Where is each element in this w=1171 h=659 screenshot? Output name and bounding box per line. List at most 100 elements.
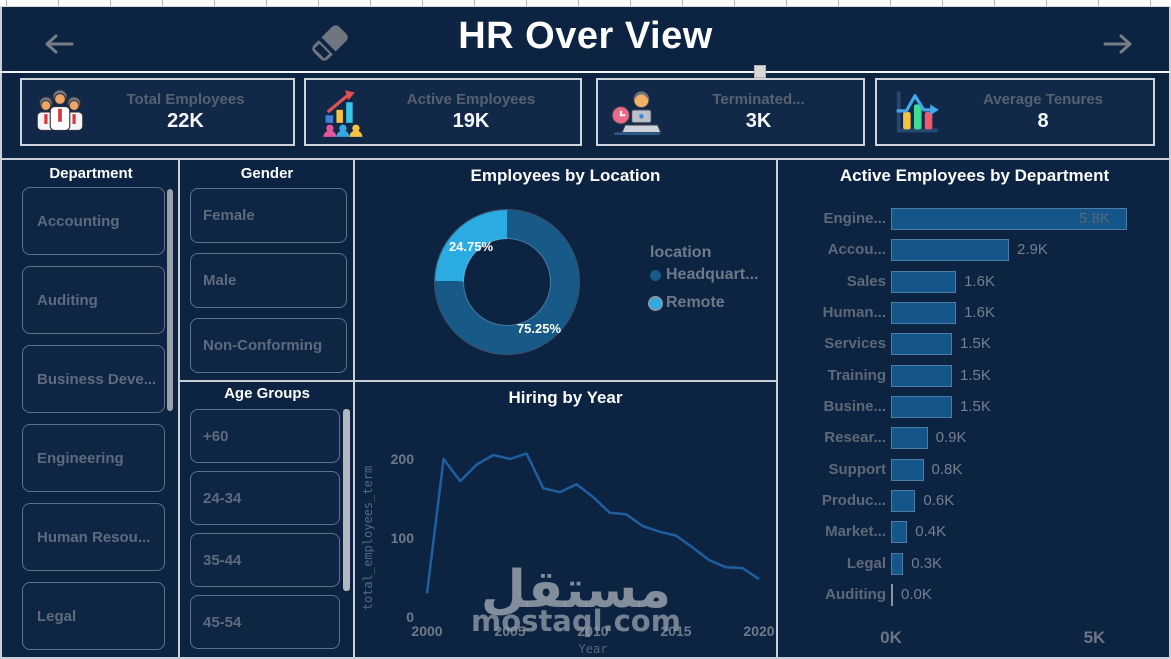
slicer-item-accounting[interactable]: Accounting (22, 187, 165, 255)
slicer-item-business-deve[interactable]: Business Deve... (22, 345, 165, 413)
bar-value-label: 1.5K (960, 366, 991, 384)
bar (891, 458, 924, 481)
bar (891, 239, 1009, 262)
bar-category-label: Engine... (823, 210, 886, 227)
legend-label: Headquart... (666, 266, 759, 283)
resize-handle[interactable] (754, 65, 766, 78)
slicer-item-legal[interactable]: Legal (22, 582, 165, 650)
bar-row-auditing[interactable]: Auditing 0.0K (778, 580, 1171, 610)
hr-dashboard: HR Over View Total Employees 22K Active E… (0, 7, 1171, 659)
age-groups-slicer: +60 24-34 35-44 45-54 (190, 409, 340, 649)
eraser-icon[interactable] (306, 19, 354, 72)
bar-category-label: Legal (846, 554, 886, 572)
bar (891, 583, 893, 606)
bar-row-training[interactable]: Training 1.5K (778, 361, 1171, 391)
bar-row-human[interactable]: Human... 1.6K (778, 298, 1171, 328)
bar-row-busine[interactable]: Busine... 1.5K (778, 392, 1171, 422)
slicer-item-engineering[interactable]: Engineering (22, 424, 165, 492)
svg-text:2010: 2010 (577, 623, 608, 639)
line-chart-title: Hiring by Year (508, 388, 623, 407)
bar-row-legal[interactable]: Legal 0.3K (778, 549, 1171, 579)
bar-category-label: Sales (846, 272, 886, 290)
bar-category-label: Accou... (827, 241, 886, 259)
slicer-item-male[interactable]: Male (190, 253, 347, 308)
slicer-item-human-resou[interactable]: Human Resou... (22, 503, 165, 571)
kpi-card-terminated[interactable]: Terminated... 3K (596, 78, 865, 146)
slicer-item-+60[interactable]: +60 (190, 409, 340, 463)
kpi-label: Total Employees (126, 91, 245, 108)
bar-row-produc[interactable]: Produc... 0.6K (778, 486, 1171, 516)
bar-value-label: 0.4K (915, 523, 947, 541)
back-arrow-icon[interactable] (40, 31, 76, 62)
hiring-by-year-chart[interactable]: 0 100 200 2000 2005 2010 2015 2020 total_employe… (354, 380, 777, 657)
grid-line (776, 158, 778, 657)
bar (891, 427, 928, 450)
bar-category-label: Resear... (824, 429, 886, 447)
terminated-icon (610, 86, 662, 138)
bar (891, 521, 908, 544)
svg-text:2015: 2015 (660, 623, 691, 639)
legend-dot-icon (650, 269, 661, 281)
kpi-card-total-employees[interactable]: Total Employees 22K (20, 78, 295, 146)
bar-row-sales[interactable]: Sales 1.6K (778, 267, 1171, 297)
bar (891, 301, 957, 324)
bar-value-label: 1.5K (960, 397, 991, 415)
bar-row-engine[interactable]: Engine... 5.8K (778, 204, 1171, 234)
legend-item-headquart[interactable]: Headquart... (650, 266, 758, 284)
bar-category-label: Market... (825, 523, 886, 541)
kpi-value: 3K (745, 110, 772, 132)
bar-row-resear[interactable]: Resear... 0.9K (778, 423, 1171, 453)
legend-item-remote[interactable]: Remote (650, 294, 725, 312)
y-axis-title: total_employees_term (361, 466, 375, 611)
kpi-card-active-employees[interactable]: Active Employees 19K (304, 78, 582, 146)
grid-line (178, 158, 180, 657)
team-icon (34, 86, 86, 138)
bar-value-label: 2.9K (1017, 241, 1048, 259)
bar-value-label: 1.6K (964, 272, 995, 290)
page-title: HR Over View (458, 15, 713, 57)
svg-text:200: 200 (391, 451, 415, 467)
forward-arrow-icon[interactable] (1101, 31, 1137, 62)
bar-row-support[interactable]: Support 0.8K (778, 455, 1171, 485)
bar (891, 489, 916, 512)
growth-icon (318, 86, 370, 138)
donut-chart-title: Employees by Location (470, 166, 661, 185)
slicer-item-female[interactable]: Female (190, 188, 347, 243)
slicer-item-auditing[interactable]: Auditing (22, 266, 165, 334)
bar-value-label: 5.8K (1079, 210, 1110, 227)
department-scrollbar[interactable] (167, 189, 173, 411)
kpi-card-average-tenures[interactable]: Average Tenures 8 (875, 78, 1155, 146)
x-axis-title: Year (579, 642, 608, 656)
kpi-label: Active Employees (406, 91, 536, 108)
bar (891, 395, 953, 418)
bar-category-label: Human... (822, 303, 886, 321)
gender-slicer: Female Male Non-Conforming (190, 188, 347, 373)
tenure-icon (889, 86, 941, 138)
bar (891, 333, 953, 356)
bar-row-services[interactable]: Services 1.5K (778, 329, 1171, 359)
department-slicer-title: Department (49, 165, 133, 182)
donut-label-headquarters: 75.25% (516, 321, 562, 336)
slicer-item-45-54[interactable]: 45-54 (190, 595, 340, 649)
slicer-item-35-44[interactable]: 35-44 (190, 533, 340, 587)
bar-value-label: 0.0K (901, 585, 932, 603)
bar-category-label: Training (827, 366, 886, 384)
slicer-item-non-conforming[interactable]: Non-Conforming (190, 318, 347, 373)
age-groups-scrollbar[interactable] (343, 409, 350, 591)
bar-row-market[interactable]: Market... 0.4K (778, 517, 1171, 547)
hiring-line-series (425, 452, 760, 594)
kpi-value: 8 (1037, 110, 1049, 132)
bar-category-label: Services (824, 335, 886, 353)
bar-row-accou[interactable]: Accou... 2.9K (778, 235, 1171, 265)
kpi-label: Average Tenures (982, 91, 1104, 108)
grid-line (0, 158, 1171, 160)
svg-text:2020: 2020 (743, 623, 774, 639)
bar (891, 208, 1127, 230)
gender-slicer-title: Gender (240, 165, 294, 182)
slicer-item-24-34[interactable]: 24-34 (190, 471, 340, 525)
employees-by-location-chart: 24.75% 75.25% location Headquart... Remot… (354, 158, 777, 380)
donut-chart[interactable] (435, 210, 579, 354)
bar-value-label: 0.6K (923, 491, 955, 509)
legend-title: location (650, 244, 712, 261)
bar (891, 552, 904, 575)
